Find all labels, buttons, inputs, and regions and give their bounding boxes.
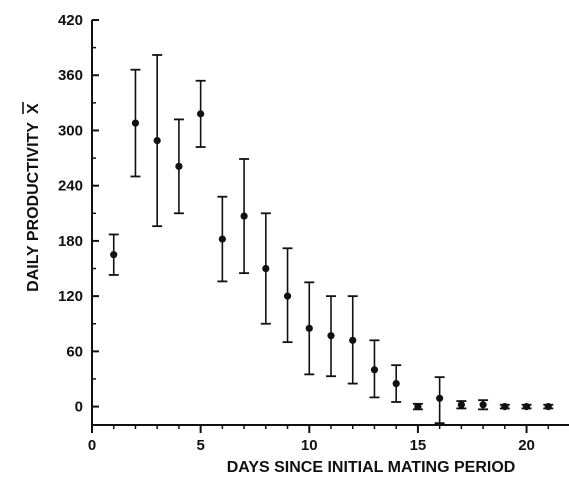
data-point (349, 336, 357, 344)
data-point (501, 402, 509, 411)
data-point (544, 402, 552, 411)
data-point (262, 264, 270, 273)
data-point (110, 251, 118, 259)
data-point (175, 162, 183, 170)
y-tick-label: 300 (58, 122, 83, 139)
y-tick-label: 60 (66, 343, 83, 360)
data-points (110, 110, 552, 411)
data-point (392, 379, 400, 388)
y-axis-title: DAILY PRODUCTIVITY (25, 122, 42, 292)
y-tick-label: 360 (58, 67, 83, 84)
y-tick-label: 180 (58, 233, 83, 250)
x-ticks: 0 5 10 15 20 (88, 425, 550, 454)
data-point (370, 366, 379, 374)
x-tick-label: 20 (518, 437, 535, 454)
data-point (479, 401, 487, 409)
y-ticks: 0 60 120 180 240 300 360 420 (58, 12, 99, 416)
data-point (457, 401, 465, 409)
data-point (197, 110, 205, 118)
data-point (327, 332, 335, 340)
y-tick-label: 0 (75, 399, 83, 416)
y-tick-label: 240 (58, 178, 83, 195)
y-tick-label: 420 (58, 12, 83, 29)
data-point (436, 394, 444, 402)
data-point (414, 402, 422, 411)
y-tick-label: 120 (58, 288, 83, 305)
x-tick-label: 5 (196, 437, 204, 454)
y-axis-symbol: X (25, 103, 42, 114)
data-point (522, 402, 531, 411)
x-axis-title: DAYS SINCE INITIAL MATING PERIOD (227, 459, 516, 476)
data-point (240, 212, 248, 220)
data-point (305, 324, 313, 332)
x-tick-label: 15 (410, 437, 427, 454)
error-bars (108, 54, 554, 425)
data-point (131, 119, 140, 127)
x-tick-label: 10 (301, 437, 318, 454)
data-point (218, 235, 226, 243)
x-tick-label: 0 (88, 437, 96, 454)
data-point (283, 292, 292, 300)
data-point (153, 136, 161, 145)
y-axis-title-group: DAILY PRODUCTIVITY X (22, 102, 42, 292)
